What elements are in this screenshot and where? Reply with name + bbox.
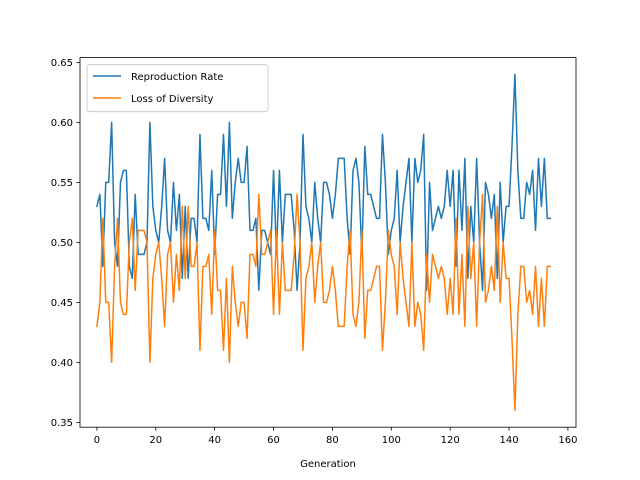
- x-tick-label: 100: [382, 435, 401, 446]
- x-tick-label: 0: [94, 435, 100, 446]
- x-axis-label: Generation: [300, 459, 356, 470]
- x-tick-label: 160: [558, 435, 577, 446]
- plot-frame: [79, 57, 577, 428]
- x-tick-label: 140: [499, 435, 518, 446]
- series-line-1: [96, 193, 551, 412]
- x-tick-label: 120: [441, 435, 460, 446]
- legend-label-1: Loss of Diversity: [131, 94, 213, 105]
- y-tick-label: 0.50: [51, 238, 73, 249]
- x-tick-label: 60: [267, 435, 280, 446]
- x-axis-ticks: 0 20 40 60 80 100 120 140 160: [94, 427, 577, 446]
- y-tick-label: 0.65: [51, 58, 73, 69]
- y-tick-label: 0.55: [51, 178, 73, 189]
- plot-lines: [96, 73, 551, 412]
- x-tick-label: 40: [208, 435, 221, 446]
- x-tick-label: 20: [149, 435, 162, 446]
- y-tick-label: 0.35: [51, 418, 73, 429]
- y-tick-label: 0.40: [51, 358, 73, 369]
- legend-label-0: Reproduction Rate: [131, 72, 223, 83]
- legend-box: [86, 64, 269, 113]
- y-tick-label: 0.60: [51, 118, 73, 129]
- legend: Reproduction Rate Loss of Diversity: [86, 64, 269, 113]
- y-axis-ticks: 0.35 0.40 0.45 0.50 0.55 0.60 0.65: [51, 58, 80, 429]
- y-tick-label: 0.45: [51, 298, 73, 309]
- x-tick-label: 80: [326, 435, 339, 446]
- series-line-0: [96, 73, 551, 292]
